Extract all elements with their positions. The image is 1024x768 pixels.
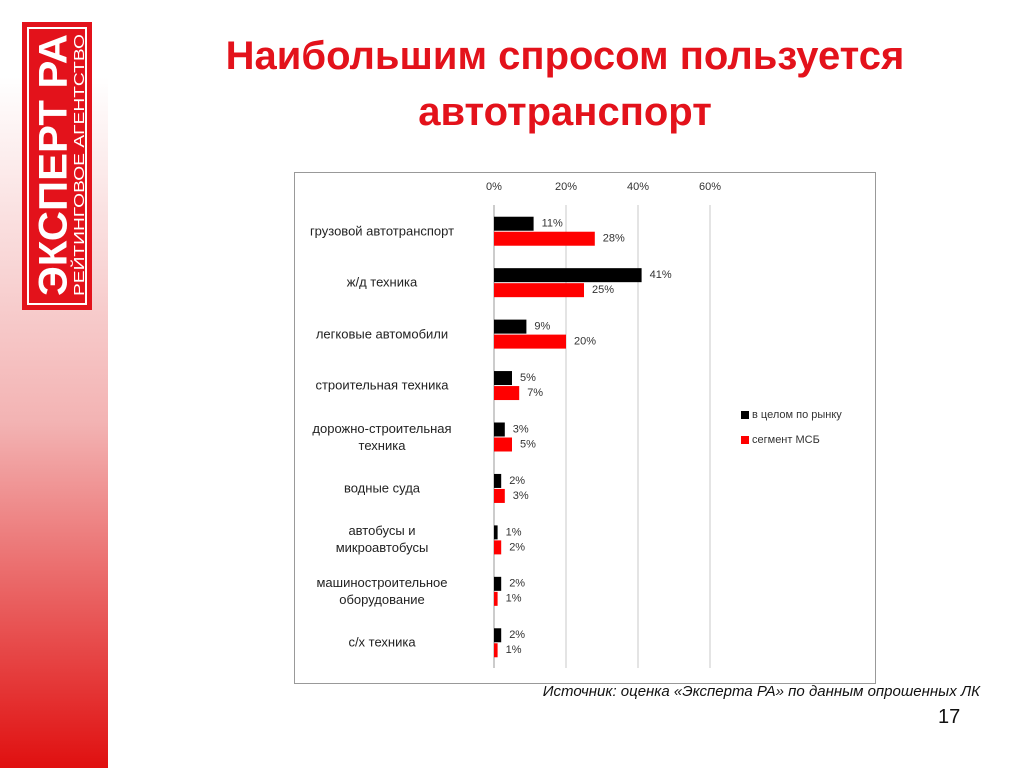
slide-title: Наибольшим спросом пользуется автотрансп… <box>225 34 905 134</box>
bar <box>494 334 566 349</box>
value-label: 3% <box>513 423 529 435</box>
source-note: Источник: оценка «Эксперта РА» по данным… <box>542 683 980 700</box>
value-label: 1% <box>506 593 522 605</box>
x-tick-label: 20% <box>555 181 577 193</box>
value-label: 1% <box>506 526 522 538</box>
logo-name: ЭКСПЕРТ РА <box>32 34 76 296</box>
value-label: 41% <box>650 269 672 281</box>
value-label: 2% <box>509 541 525 553</box>
bar <box>494 386 520 401</box>
bar <box>494 628 502 643</box>
bar <box>494 268 642 283</box>
page-number: 17 <box>938 706 961 728</box>
bar <box>494 643 498 658</box>
logo-box <box>22 22 92 310</box>
category-label: грузовой автотранспорт <box>309 223 455 239</box>
bar <box>494 576 502 591</box>
bar <box>494 283 584 298</box>
category-label: автобусы и микроавтобусы <box>335 523 429 556</box>
value-label: 5% <box>520 372 536 384</box>
x-tick-label: 60% <box>699 181 721 193</box>
legend-swatch <box>741 436 749 444</box>
bar <box>494 540 502 555</box>
logo-frame <box>27 27 87 305</box>
bar <box>494 422 505 437</box>
value-label: 2% <box>509 578 525 590</box>
bar <box>494 231 595 246</box>
bar <box>494 525 498 540</box>
category-label: водные суда <box>343 480 421 496</box>
legend-label: в целом по рынку <box>752 409 842 421</box>
legend-swatch <box>741 411 749 419</box>
value-label: 2% <box>509 629 525 641</box>
value-label: 11% <box>542 218 563 230</box>
value-label: 9% <box>534 321 550 333</box>
value-label: 20% <box>574 336 596 348</box>
value-label: 2% <box>509 475 525 487</box>
category-label: машиностроительное оборудование <box>316 574 448 607</box>
bar <box>494 216 534 231</box>
bar <box>494 591 498 606</box>
bar <box>494 473 502 488</box>
x-tick-label: 40% <box>627 181 649 193</box>
x-tick-label: 0% <box>486 181 502 193</box>
bar <box>494 319 527 334</box>
legend-label: сегмент МСБ <box>752 434 820 446</box>
value-label: 7% <box>527 387 543 399</box>
category-label: ж/д техника <box>346 274 418 290</box>
value-label: 28% <box>603 233 625 245</box>
bar <box>494 437 512 452</box>
bar <box>494 488 505 503</box>
logo: ЭКСПЕРТ РА РЕЙТИНГОВОЕ АГЕНТСТВО <box>22 22 92 310</box>
value-label: 25% <box>592 284 614 296</box>
bar <box>494 371 512 386</box>
logo-tagline: РЕЙТИНГОВОЕ АГЕНТСТВО <box>70 34 88 296</box>
value-label: 3% <box>513 490 529 502</box>
value-label: 5% <box>520 438 536 450</box>
value-label: 1% <box>506 644 522 656</box>
category-label: дорожно-строительная техника <box>312 420 452 453</box>
category-label: строительная техника <box>315 377 449 393</box>
chart-frame <box>294 172 876 684</box>
category-label: легковые автомобили <box>315 326 449 342</box>
category-label: с/х техника <box>348 634 416 650</box>
